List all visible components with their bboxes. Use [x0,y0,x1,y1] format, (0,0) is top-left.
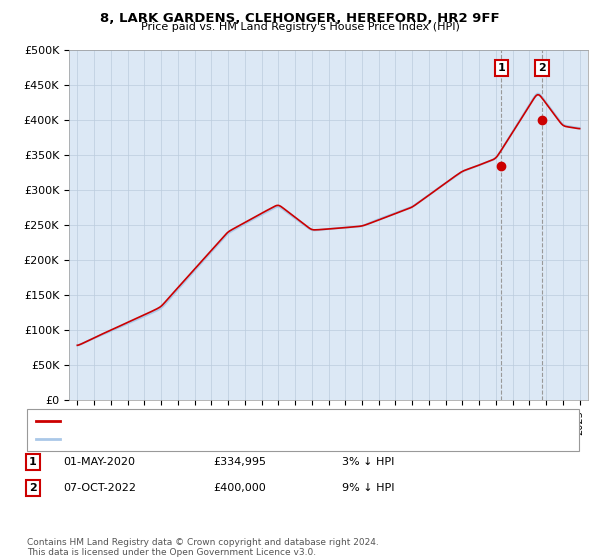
Text: Price paid vs. HM Land Registry's House Price Index (HPI): Price paid vs. HM Land Registry's House … [140,22,460,32]
Text: HPI: Average price, detached house, Herefordshire: HPI: Average price, detached house, Here… [66,434,330,444]
Text: 8, LARK GARDENS, CLEHONGER, HEREFORD, HR2 9FF (detached house): 8, LARK GARDENS, CLEHONGER, HEREFORD, HR… [66,416,441,426]
Text: 2: 2 [538,63,546,73]
Text: 1: 1 [497,63,505,73]
Text: Contains HM Land Registry data © Crown copyright and database right 2024.
This d: Contains HM Land Registry data © Crown c… [27,538,379,557]
Text: £334,995: £334,995 [213,457,266,467]
Text: £400,000: £400,000 [213,483,266,493]
Text: 9% ↓ HPI: 9% ↓ HPI [342,483,395,493]
Text: 2: 2 [29,483,37,493]
Text: 07-OCT-2022: 07-OCT-2022 [63,483,136,493]
Text: 8, LARK GARDENS, CLEHONGER, HEREFORD, HR2 9FF: 8, LARK GARDENS, CLEHONGER, HEREFORD, HR… [100,12,500,25]
Text: 1: 1 [29,457,37,467]
Text: 01-MAY-2020: 01-MAY-2020 [63,457,135,467]
Text: 3% ↓ HPI: 3% ↓ HPI [342,457,394,467]
